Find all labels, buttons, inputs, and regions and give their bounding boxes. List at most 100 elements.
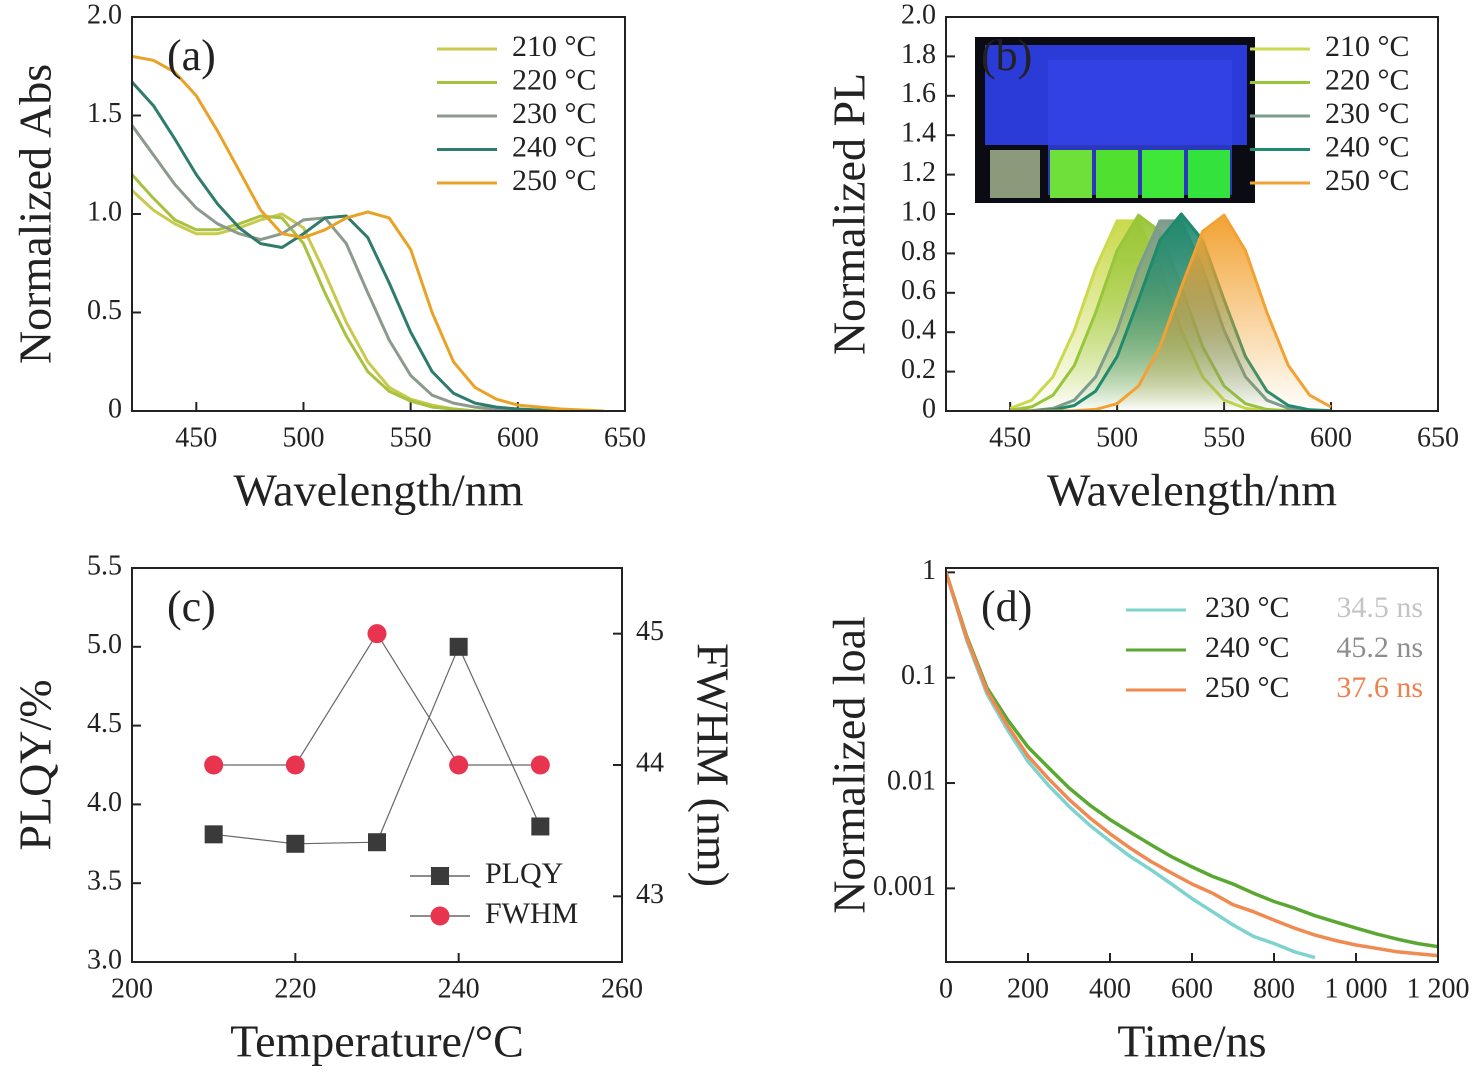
y-tick-label: 1.6 [901, 78, 936, 109]
x-tick-label: 240 [438, 973, 480, 1004]
legend-label: 250 °C [1325, 164, 1410, 197]
plot-frame [131, 16, 626, 412]
x-tick-label: 220 [274, 973, 316, 1004]
y-tick-label: 0.2 [901, 354, 936, 385]
x-tick-label: 650 [1417, 422, 1459, 453]
y-tick-label: 5.5 [87, 550, 122, 581]
y-tick-label: 4.0 [87, 787, 122, 818]
y-tick-label: 1.5 [87, 98, 122, 129]
y-tick-label: 2.0 [901, 0, 936, 30]
y-tick-label: 1.0 [87, 196, 122, 227]
y2-tick-label: 44 [636, 747, 664, 778]
x-tick-label: 200 [111, 973, 153, 1004]
y-tick-label: 0.6 [901, 275, 936, 306]
y2-tick-label: 45 [636, 616, 664, 647]
legend-label: 220 °C [512, 63, 597, 96]
marker [204, 825, 223, 844]
x-tick-label: 550 [1203, 422, 1245, 453]
marker [286, 834, 305, 853]
series-line [132, 189, 604, 411]
x-tick-label: 200 [1007, 973, 1049, 1004]
plot-area [1009, 212, 1332, 411]
marker [368, 833, 386, 852]
series-line [946, 571, 1316, 960]
plot-area [213, 633, 541, 845]
marker [530, 755, 550, 775]
y-tick-label: 1.0 [901, 196, 936, 227]
legend-label: 240 °C [1205, 631, 1290, 664]
series-line [132, 80, 604, 411]
x-tick-label: 1 000 [1325, 973, 1388, 1004]
legend-label: FWHM [485, 897, 578, 930]
x-tick-label: 260 [601, 973, 643, 1004]
x-tick-label: 500 [1096, 422, 1138, 453]
panel-label: (a) [167, 31, 216, 80]
series-line [946, 571, 1438, 958]
y-tick-label: 4.5 [87, 708, 122, 739]
series-line [946, 571, 1438, 949]
marker [204, 755, 224, 775]
legend-label: 210 °C [1325, 30, 1410, 63]
legend-label: 230 °C [1205, 591, 1290, 624]
legend-label: PLQY [485, 857, 563, 890]
marker [531, 817, 550, 836]
lifetime-label: 37.6 ns [1336, 671, 1423, 704]
series-line [213, 646, 541, 845]
legend-label: 250 °C [1205, 671, 1290, 704]
y-tick-label: 3.0 [87, 944, 122, 975]
x-tick-label: 450 [989, 422, 1031, 453]
y-tick-label: 1 [922, 555, 936, 586]
series-line [132, 173, 604, 411]
legend-label: 230 °C [1325, 97, 1410, 130]
x-axis-title: Temperature/°C [230, 1016, 524, 1067]
plot-frame [131, 567, 623, 963]
x-tick-label: 600 [1171, 973, 1213, 1004]
x-tick-label: 1 200 [1407, 973, 1470, 1004]
y-axis-title: Normalized PL [824, 73, 875, 355]
y-tick-label: 0.4 [901, 315, 936, 346]
x-axis-title: Wavelength/nm [1047, 465, 1337, 516]
x-tick-label: 600 [497, 422, 539, 453]
marker [449, 637, 468, 656]
x-tick-label: 550 [390, 422, 432, 453]
legend-label: 210 °C [512, 30, 597, 63]
x-tick-label: 800 [1253, 973, 1295, 1004]
lifetime-label: 45.2 ns [1336, 631, 1423, 664]
legend-marker [431, 867, 449, 885]
y-tick-label: 1.8 [901, 39, 936, 70]
panel-label: (b) [981, 31, 1032, 80]
x-tick-label: 600 [1310, 422, 1352, 453]
marker [449, 755, 469, 775]
y-axis-title: Normalized loal [824, 616, 875, 914]
marker [367, 624, 387, 644]
legend-label: 230 °C [512, 97, 597, 130]
x-axis-title: Wavelength/nm [233, 465, 523, 516]
y-tick-label: 0.001 [873, 871, 936, 902]
y-tick-label: 1.2 [901, 157, 936, 188]
y-tick-label: 2.0 [87, 0, 122, 30]
panel-label: (c) [167, 582, 216, 631]
series-line [213, 633, 541, 766]
y-tick-label: 5.0 [87, 629, 122, 660]
x-tick-label: 650 [604, 422, 646, 453]
panel-label: (d) [981, 582, 1032, 631]
inset-photo [975, 37, 1255, 203]
series-line [132, 124, 604, 411]
y-tick-label: 0.01 [887, 765, 936, 796]
y-axis-title: PLQY/% [10, 679, 61, 850]
marker [285, 755, 305, 775]
y-tick-label: 0.1 [901, 660, 936, 691]
plot-area [132, 54, 604, 411]
legend-marker [430, 906, 450, 926]
x-axis-title: Time/ns [1117, 1016, 1266, 1067]
legend-label: 240 °C [1325, 130, 1410, 163]
series-line [132, 54, 604, 411]
y-tick-label: 0.8 [901, 236, 936, 267]
x-tick-label: 400 [1089, 973, 1131, 1004]
plot-frame [945, 16, 1439, 412]
y2-tick-label: 43 [636, 879, 664, 910]
y-axis-title: Normalized Abs [10, 64, 61, 364]
legend-label: 220 °C [1325, 63, 1410, 96]
lifetime-label: 34.5 ns [1336, 591, 1423, 624]
